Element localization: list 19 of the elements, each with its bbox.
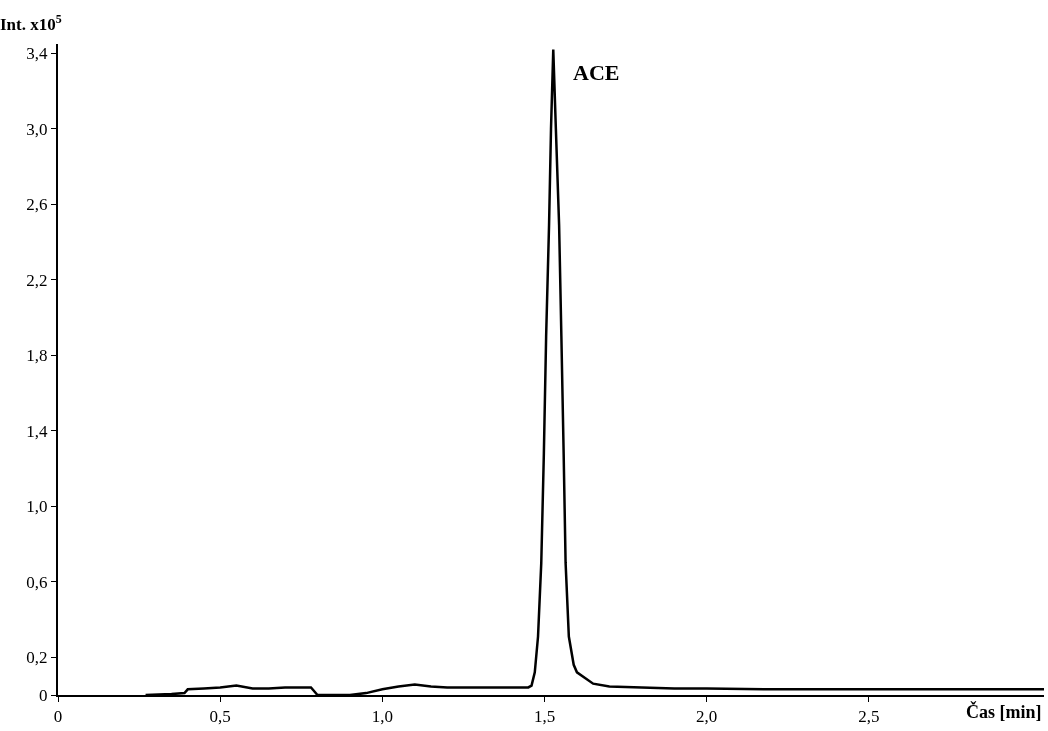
y-tick-label: 1,8 — [26, 346, 48, 366]
y-tick-label: 1,0 — [26, 497, 48, 517]
y-tick-label: 0,6 — [26, 572, 48, 592]
x-tick-label: 2,0 — [696, 707, 718, 727]
y-tick-label: 1,4 — [26, 421, 49, 441]
x-tick-label: 1,0 — [371, 707, 393, 727]
x-tick-label: 1,5 — [533, 707, 556, 727]
y-axis-title: Int. x10$^{5}$ — [0, 12, 62, 35]
y-tick-label: 2,6 — [26, 195, 48, 215]
y-tick-label: 0,2 — [26, 648, 48, 668]
x-tick-label: 0,5 — [209, 707, 231, 727]
x-tick-label: 2,5 — [858, 707, 880, 727]
annotation: ACE — [573, 60, 620, 85]
y-tick-label: 3,0 — [26, 119, 48, 139]
x-tick-label: 0 — [53, 707, 63, 727]
y-tick-label: 0 — [39, 685, 48, 705]
y-tick-label: 3,4 — [26, 44, 49, 64]
y-tick-label: 2,2 — [26, 270, 48, 290]
x-axis-title: Čas [min] — [966, 701, 1042, 722]
